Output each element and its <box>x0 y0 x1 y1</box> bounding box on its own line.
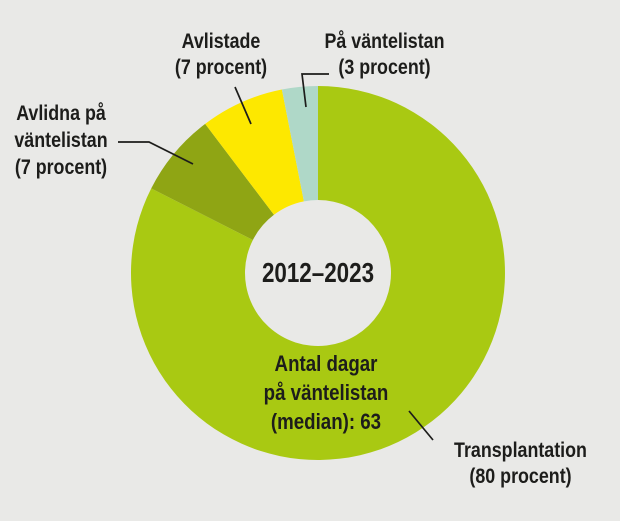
label-avlidna-line3: (7 procent) <box>14 156 108 179</box>
annotation-line1: Antal dagar <box>274 351 378 376</box>
label-transplantation-line2: (80 procent) <box>469 465 572 488</box>
annotation-line2: på väntelistan <box>263 380 389 405</box>
donut-slices <box>130 86 505 460</box>
label-transplantation-line1: Transplantation <box>454 439 587 462</box>
callout-line-avlistade <box>234 86 252 125</box>
label-transplantation: Transplantation (80 procent) <box>442 438 599 490</box>
label-avlidna-line1: Avlidna på <box>16 102 106 125</box>
slice-avlistade <box>205 89 304 215</box>
slice-transplantation <box>130 86 505 460</box>
callout-line-pa-vantelistan <box>301 73 329 108</box>
median-days-annotation: Antal dagar på väntelistan (median): 63 <box>248 349 404 436</box>
label-avlidna-line2: väntelistan <box>14 129 108 152</box>
slice-pa-vantelistan <box>281 86 318 202</box>
label-pa-vantelistan: På väntelistan (3 procent) <box>314 29 454 81</box>
period-label: 2012–2023 <box>261 257 375 288</box>
label-pa-vantelistan-line2: (3 procent) <box>338 56 431 79</box>
slice-avlidna-pa-vantelistan <box>151 123 274 240</box>
annotation-line3: (median): 63 <box>270 409 382 434</box>
label-avlidna-pa-vantelistan: Avlidna på väntelistan (7 procent) <box>9 100 113 181</box>
label-avlistade-line1: Avlistade <box>181 30 261 53</box>
label-avlistade: Avlistade (7 procent) <box>153 29 289 81</box>
callout-line-avlidna <box>118 141 194 165</box>
callout-line-transplantation <box>408 410 434 441</box>
label-avlistade-line2: (7 procent) <box>174 56 268 79</box>
label-pa-vantelistan-line1: På väntelistan <box>324 30 445 53</box>
